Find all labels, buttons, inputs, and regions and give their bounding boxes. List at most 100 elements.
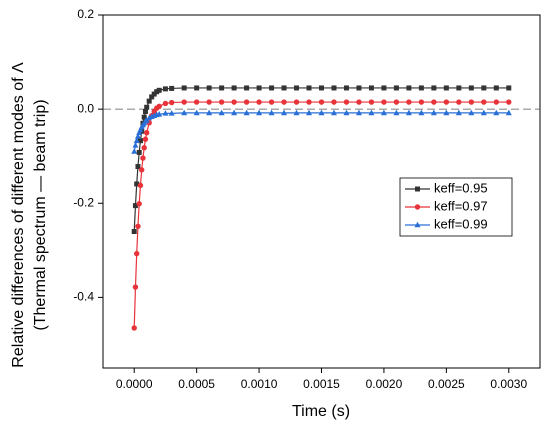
data-point (131, 325, 137, 331)
x-tick-label: 0.0025 (428, 377, 465, 391)
x-axis-label: Time (s) (292, 403, 350, 420)
data-point (356, 85, 362, 91)
x-tick-label: 0.0010 (241, 377, 278, 391)
data-point (134, 250, 140, 257)
data-point (193, 109, 200, 116)
y-axis-label: Relative differences of different modes … (10, 62, 27, 368)
data-point (139, 167, 145, 173)
x-tick-label: 0.0030 (490, 377, 527, 391)
data-point (144, 129, 150, 136)
data-point (381, 85, 387, 91)
data-point (136, 149, 142, 155)
data-point (481, 85, 487, 91)
data-point (380, 109, 387, 116)
data-point (162, 86, 168, 92)
data-point (268, 99, 275, 105)
data-point (156, 103, 162, 110)
data-point (468, 109, 475, 116)
data-point (168, 99, 175, 106)
data-point (144, 104, 150, 110)
data-point (306, 85, 312, 91)
data-point (468, 85, 474, 91)
data-point (393, 99, 400, 105)
data-point (136, 201, 142, 207)
data-point (256, 109, 263, 116)
data-point (162, 110, 169, 116)
data-point (481, 99, 487, 105)
data-point (443, 99, 450, 105)
data-point (343, 109, 350, 116)
data-point (218, 109, 225, 116)
data-point (306, 99, 312, 105)
data-point (319, 85, 324, 91)
data-point (480, 109, 487, 116)
data-point (156, 87, 162, 93)
data-point (231, 85, 237, 91)
data-point (231, 99, 237, 105)
data-point (193, 99, 200, 105)
data-point (206, 99, 212, 105)
legend-marker (415, 186, 420, 192)
data-point (281, 85, 287, 91)
data-point (293, 99, 300, 105)
data-point (142, 108, 148, 114)
data-point (418, 99, 425, 105)
data-point (268, 109, 275, 116)
data-point (418, 85, 424, 91)
data-point (168, 110, 175, 116)
data-point (141, 145, 147, 151)
data-point (134, 181, 140, 187)
y-tick-label: 0.2 (77, 7, 94, 21)
data-point (393, 109, 400, 116)
data-point (243, 109, 250, 116)
data-point (293, 109, 300, 116)
data-point (132, 142, 139, 148)
data-point (181, 85, 187, 91)
x-tick-label: 0.0015 (303, 377, 340, 391)
x-tick-label: 0.0000 (116, 377, 153, 391)
data-point (368, 99, 375, 105)
data-point (206, 109, 213, 116)
data-point (134, 133, 141, 139)
data-point (294, 85, 300, 91)
data-point (355, 109, 362, 116)
data-point (493, 85, 499, 91)
data-point (406, 99, 412, 105)
data-point (132, 284, 139, 290)
data-point (181, 109, 188, 116)
data-point (169, 85, 175, 91)
data-point (219, 85, 225, 91)
data-point (256, 85, 262, 91)
data-point (456, 85, 462, 91)
data-point (506, 85, 512, 91)
data-point (135, 223, 141, 230)
data-point (418, 109, 425, 116)
data-point (356, 99, 362, 105)
data-point (430, 109, 437, 116)
y-axis-label: (Thermal spectrum — beam trip) (32, 99, 49, 330)
data-point (431, 85, 437, 91)
data-point (331, 99, 337, 105)
data-point (156, 111, 163, 117)
data-point (443, 85, 449, 91)
data-point (406, 85, 412, 91)
data-point (137, 182, 144, 189)
data-point (343, 99, 350, 105)
data-point (131, 229, 137, 235)
data-point (137, 138, 143, 144)
data-point (132, 203, 138, 209)
data-point (330, 109, 337, 116)
data-point (318, 109, 325, 116)
data-point (135, 164, 141, 170)
series-line (133, 112, 509, 152)
x-tick-label: 0.0005 (178, 377, 215, 391)
data-point (506, 99, 512, 105)
legend-marker (414, 221, 421, 228)
data-point (142, 136, 149, 142)
data-point (318, 99, 325, 105)
legend-marker (414, 204, 421, 210)
legend-label: keff=0.97 (434, 198, 488, 213)
data-point (405, 109, 412, 116)
y-tick-label: -0.2 (73, 195, 94, 209)
